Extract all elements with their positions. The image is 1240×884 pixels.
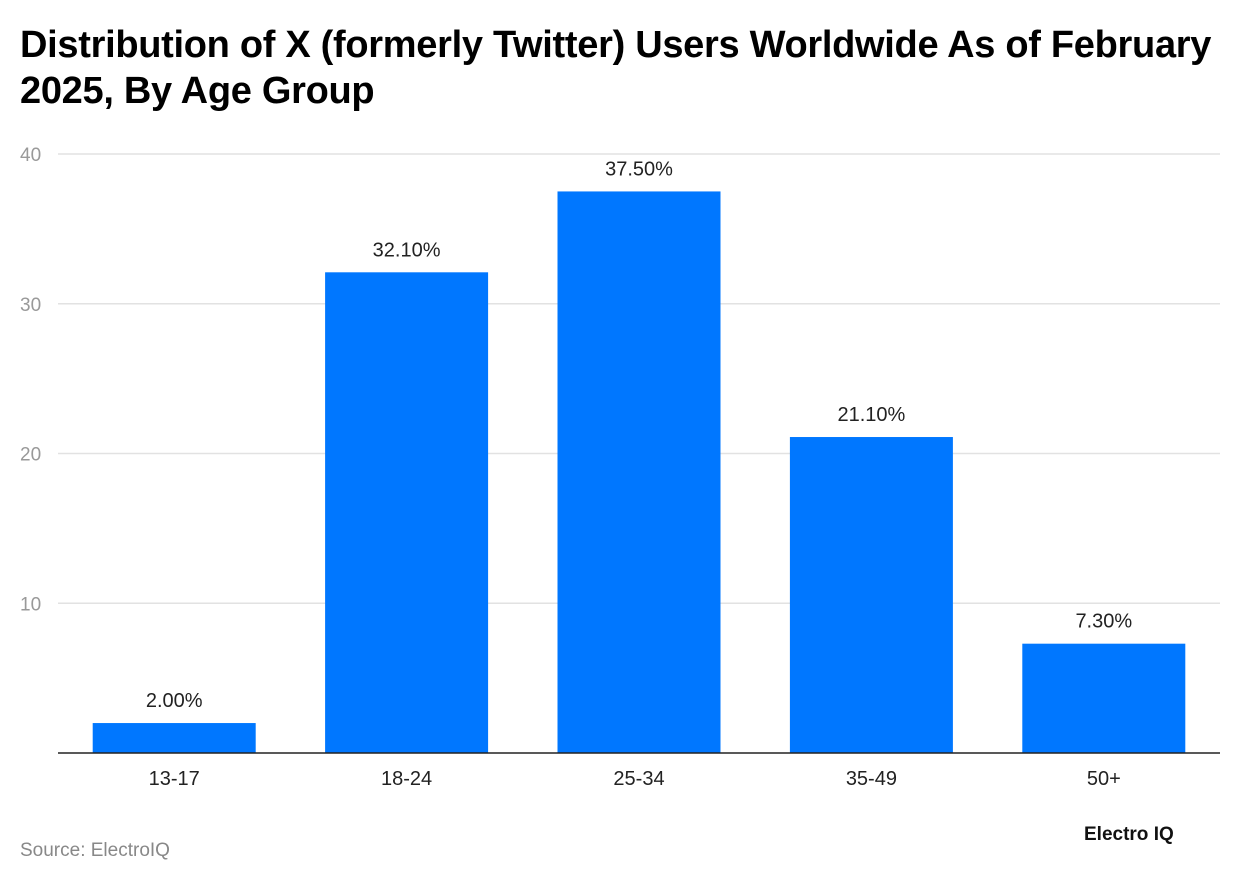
x-tick-label: 50+	[1087, 768, 1121, 790]
bar-25-34	[557, 191, 721, 753]
data-label: 2.00%	[146, 690, 203, 712]
bar-35-49	[789, 437, 953, 753]
bar-50+	[1022, 643, 1186, 753]
data-label: 21.10%	[837, 404, 905, 426]
source-note: Source: ElectroIQ	[20, 840, 170, 861]
chart-title: Distribution of X (formerly Twitter) Use…	[20, 24, 1212, 112]
x-tick-label: 13-17	[149, 768, 200, 790]
y-tick-label: 30	[20, 295, 41, 316]
electroiq-logo: Electro IQ	[1084, 824, 1174, 845]
bar-13-17	[92, 723, 256, 753]
x-tick-label: 35-49	[846, 768, 897, 790]
y-tick-label: 10	[20, 594, 41, 615]
data-label: 7.30%	[1075, 611, 1132, 633]
y-tick-label: 20	[20, 445, 41, 466]
x-tick-label: 25-34	[613, 768, 664, 790]
data-label: 37.50%	[605, 158, 673, 180]
y-tick-label: 40	[20, 145, 41, 166]
bar-18-24	[325, 272, 489, 753]
x-tick-label: 18-24	[381, 768, 432, 790]
data-label: 32.10%	[373, 239, 441, 261]
